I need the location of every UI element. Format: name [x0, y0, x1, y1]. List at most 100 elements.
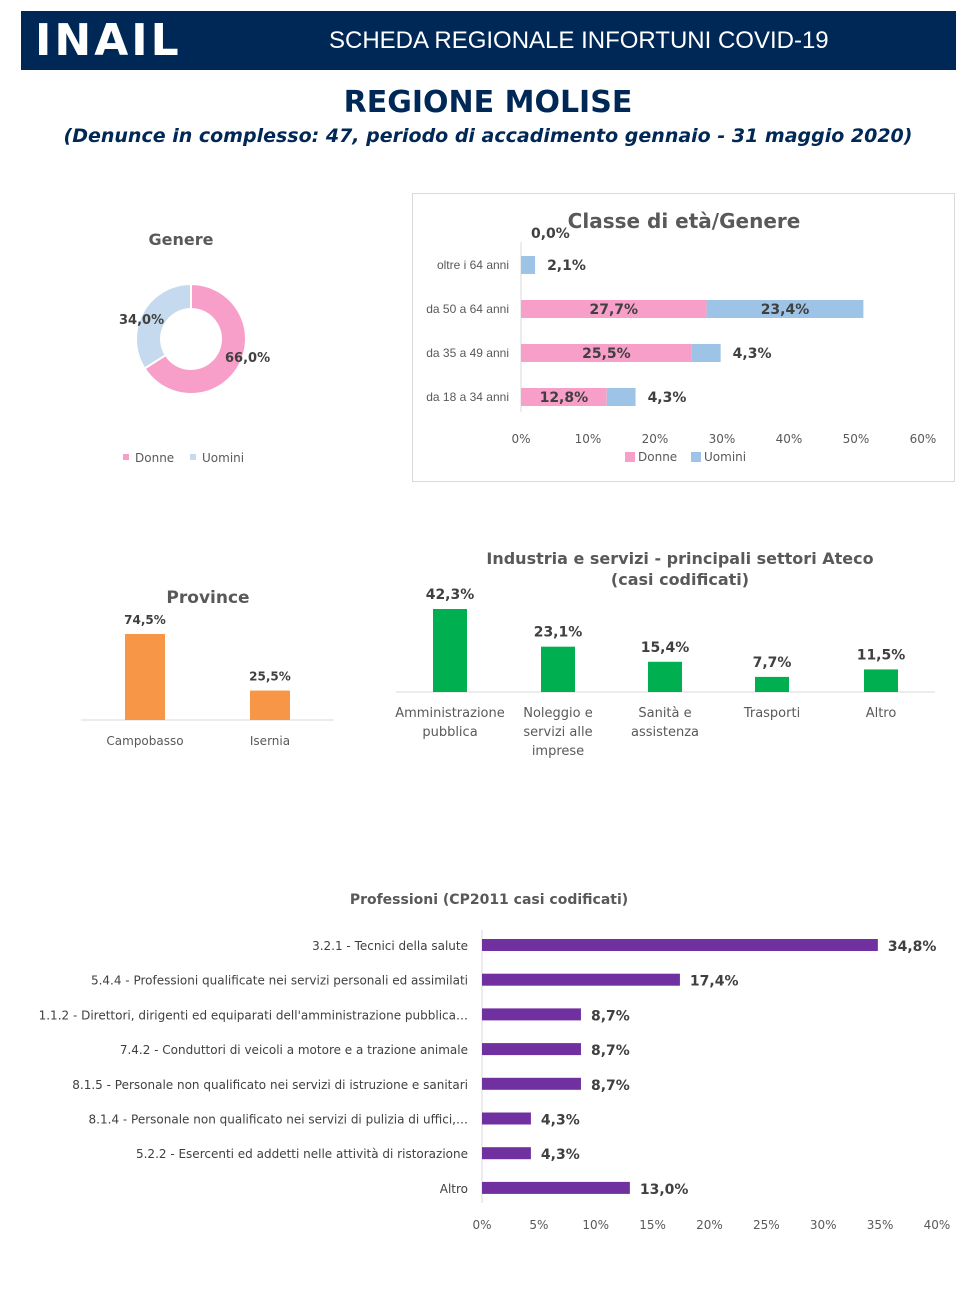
age-x-tick-label: 0%	[511, 432, 530, 446]
age-x-tick-label: 50%	[843, 432, 870, 446]
gender-legend-label-donne: Donne	[135, 451, 174, 465]
province-bar	[125, 634, 165, 720]
age-bar-donne	[521, 300, 707, 318]
professions-data-label: 34,8%	[888, 939, 937, 955]
professions-category-label: 3.2.1 - Tecnici della salute	[312, 939, 468, 953]
professions-x-tick-label: 5%	[529, 1218, 548, 1232]
professions-data-label: 4,3%	[541, 1147, 580, 1163]
gender-data-label-donne: 66,0%	[225, 351, 270, 366]
ateco-category-label: pubblica	[422, 725, 477, 740]
province-chart-title: Province	[166, 588, 249, 608]
professions-bar	[482, 939, 878, 951]
ateco-chart-panel: Industria e servizi - principali settori…	[390, 545, 940, 765]
age-data-label-donne: 0,0%	[531, 226, 570, 242]
professions-x-tick-label: 20%	[696, 1218, 723, 1232]
ateco-bar	[433, 609, 467, 692]
ateco-category-label: Sanità e	[638, 706, 691, 721]
ateco-data-label: 7,7%	[753, 655, 792, 671]
ateco-category-label: imprese	[532, 744, 584, 759]
professions-category-label: 1.1.2 - Direttori, dirigenti ed equipara…	[39, 1008, 468, 1022]
ateco-chart-title: Industria e servizi - principali settori…	[486, 549, 873, 568]
ateco-category-label: Noleggio e	[523, 706, 593, 721]
ateco-data-label: 23,1%	[534, 625, 583, 641]
province-chart-panel: Province 74,5% Campobasso 25,5% Isernia	[75, 580, 340, 760]
professions-data-label: 8,7%	[591, 1043, 630, 1059]
province-category-label: Isernia	[250, 734, 290, 748]
age-legend-swatch-uomini	[691, 452, 701, 462]
professions-bar	[482, 1077, 581, 1090]
ateco-bar	[648, 661, 682, 692]
professions-x-tick-label: 15%	[639, 1218, 666, 1232]
ateco-data-label: 15,4%	[641, 640, 690, 656]
professions-x-tick-label: 10%	[582, 1218, 609, 1232]
professions-category-label: 7.4.2 - Conduttori di veicoli a motore e…	[120, 1043, 468, 1057]
age-bar-donne	[521, 388, 607, 406]
age-data-label-donne: 12,8%	[540, 390, 589, 406]
age-x-tick-label: 10%	[575, 432, 602, 446]
professions-x-tick-label: 35%	[867, 1218, 894, 1232]
inail-logo: INAIL	[35, 15, 182, 66]
province-data-label: 74,5%	[124, 613, 166, 627]
province-data-label: 25,5%	[249, 670, 291, 684]
gender-data-label-uomini: 34,0%	[119, 313, 164, 328]
age-data-label-uomini: 23,4%	[761, 302, 810, 318]
ateco-bar	[541, 646, 575, 692]
age-data-label-donne: 25,5%	[582, 346, 631, 362]
age-x-tick-label: 20%	[642, 432, 669, 446]
age-gender-bar-chart: Classe di età/Genere oltre i 64 anni 0,0% 2…	[426, 209, 937, 464]
age-bar-donne	[521, 344, 692, 362]
ateco-data-label: 11,5%	[857, 647, 906, 663]
age-category-label: da 50 a 64 anni	[426, 302, 509, 316]
age-bar-uomini	[706, 300, 864, 318]
professions-chart-panel: Professioni (CP2011 casi codificati) 3.2.…	[20, 885, 960, 1235]
age-legend-label-donne: Donne	[638, 450, 677, 464]
age-legend-label-uomini: Uomini	[704, 450, 746, 464]
professions-category-label: 8.1.5 - Personale non qualificato nei se…	[72, 1078, 468, 1092]
professions-category-label: 5.4.4 - Professioni qualificate nei serv…	[91, 974, 468, 988]
professions-x-tick-label: 25%	[753, 1218, 780, 1232]
professions-bar	[482, 1112, 531, 1125]
header-banner: INAIL SCHEDA REGIONALE INFORTUNI COVID-1…	[21, 11, 956, 70]
gender-slice-uomini	[135, 282, 192, 370]
professions-data-label: 8,7%	[591, 1008, 630, 1024]
ateco-chart-subtitle: (casi codificati)	[611, 570, 749, 589]
gender-legend-swatch-uomini	[190, 454, 196, 460]
professions-x-tick-label: 30%	[810, 1218, 837, 1232]
age-chart-title: Classe di età/Genere	[568, 209, 801, 233]
gender-legend-label-uomini: Uomini	[202, 451, 244, 465]
age-data-label-uomini: 2,1%	[547, 258, 586, 274]
ateco-category-label: assistenza	[631, 725, 699, 740]
ateco-bar-chart: Industria e servizi - principali settori…	[395, 549, 935, 759]
gender-chart-title: Genere	[149, 230, 214, 249]
ateco-bar	[864, 669, 898, 692]
age-category-label: oltre i 64 anni	[437, 258, 509, 272]
professions-category-label: 8.1.4 - Personale non qualificato nei se…	[89, 1113, 468, 1127]
ateco-category-label: Trasporti	[743, 706, 800, 721]
professions-bar	[482, 1043, 581, 1056]
professions-bar	[482, 1147, 531, 1160]
gender-legend-swatch-donne	[123, 454, 129, 460]
professions-bar	[482, 973, 680, 986]
age-bar-uomini	[521, 256, 536, 274]
age-x-tick-label: 60%	[910, 432, 937, 446]
age-bar-uomini	[691, 344, 721, 362]
professions-data-label: 13,0%	[640, 1182, 689, 1198]
gender-donut-chart: Genere 66,0% 34,0% Donne Uomini	[119, 230, 270, 465]
age-gender-chart-panel: Classe di età/Genere oltre i 64 anni 0,0% 2…	[412, 193, 955, 482]
professions-data-label: 8,7%	[591, 1078, 630, 1094]
page-title: REGIONE MOLISE	[343, 85, 633, 120]
ateco-data-label: 42,3%	[426, 587, 475, 603]
ateco-category-label: servizi alle	[523, 725, 592, 740]
age-category-label: da 35 a 49 anni	[426, 346, 509, 360]
professions-data-label: 17,4%	[690, 974, 739, 990]
gender-chart-panel: Genere 66,0% 34,0% Donne Uomini	[90, 220, 290, 480]
age-category-label: da 18 a 34 anni	[426, 390, 509, 404]
province-category-label: Campobasso	[106, 734, 183, 748]
age-legend-swatch-donne	[625, 452, 635, 462]
province-bar	[250, 690, 290, 720]
ateco-category-label: Amministrazione	[395, 706, 505, 721]
professions-bar	[482, 1181, 630, 1194]
age-data-label-uomini: 4,3%	[733, 346, 772, 362]
ateco-bar	[755, 676, 789, 692]
